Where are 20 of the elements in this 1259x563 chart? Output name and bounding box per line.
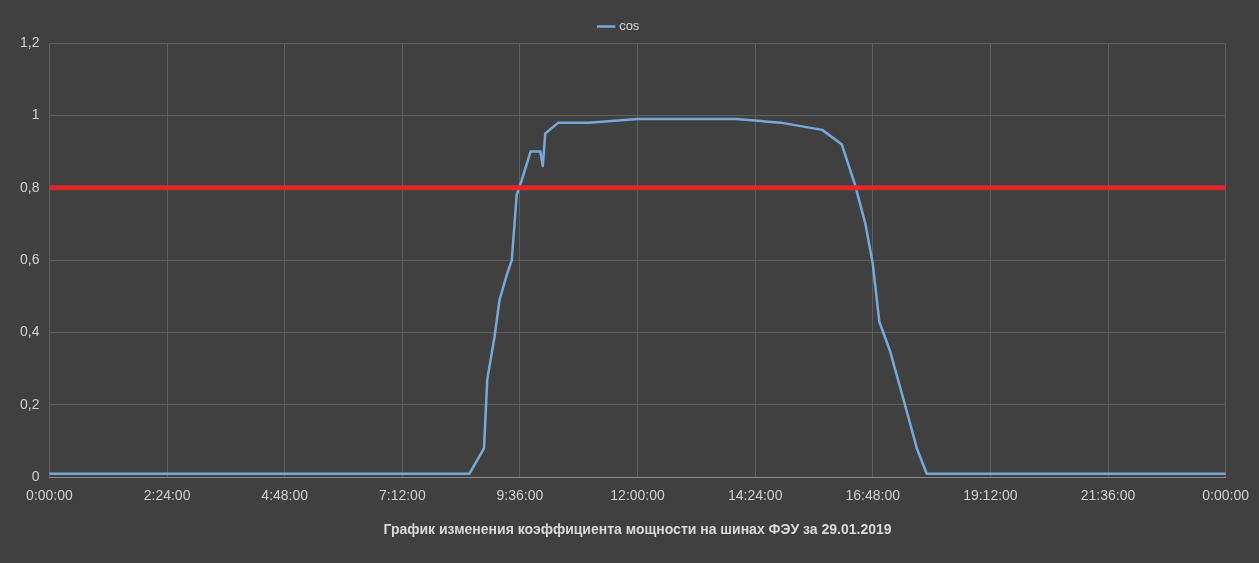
- legend-label: cos: [619, 18, 640, 34]
- y-tick-label: 1,2: [19, 33, 40, 50]
- y-tick-label: 1: [31, 106, 40, 123]
- y-tick-label: 0,6: [19, 251, 40, 268]
- x-tick-label: 14:24:00: [727, 486, 783, 503]
- y-tick-label: 0,8: [19, 178, 40, 195]
- x-axis-title: График изменения коэффициента мощности на шинах ФЭУ за 29.01.2019: [383, 521, 892, 538]
- x-tick-label: 21:36:00: [1080, 486, 1136, 503]
- y-tick-label: 0,2: [19, 395, 40, 412]
- x-tick-label: 9:36:00: [496, 486, 544, 503]
- y-tick-label: 0,4: [19, 323, 40, 340]
- x-tick-label: 4:48:00: [261, 486, 309, 503]
- x-tick-label: 0:00:00: [1202, 486, 1250, 503]
- x-tick-label: 0:00:00: [26, 486, 74, 503]
- x-tick-label: 7:12:00: [378, 486, 426, 503]
- x-tick-label: 12:00:00: [610, 486, 666, 503]
- x-tick-label: 16:48:00: [845, 486, 901, 503]
- x-tick-label: 2:24:00: [143, 486, 191, 503]
- x-tick-label: 19:12:00: [963, 486, 1018, 503]
- y-tick-label: 0: [31, 468, 40, 485]
